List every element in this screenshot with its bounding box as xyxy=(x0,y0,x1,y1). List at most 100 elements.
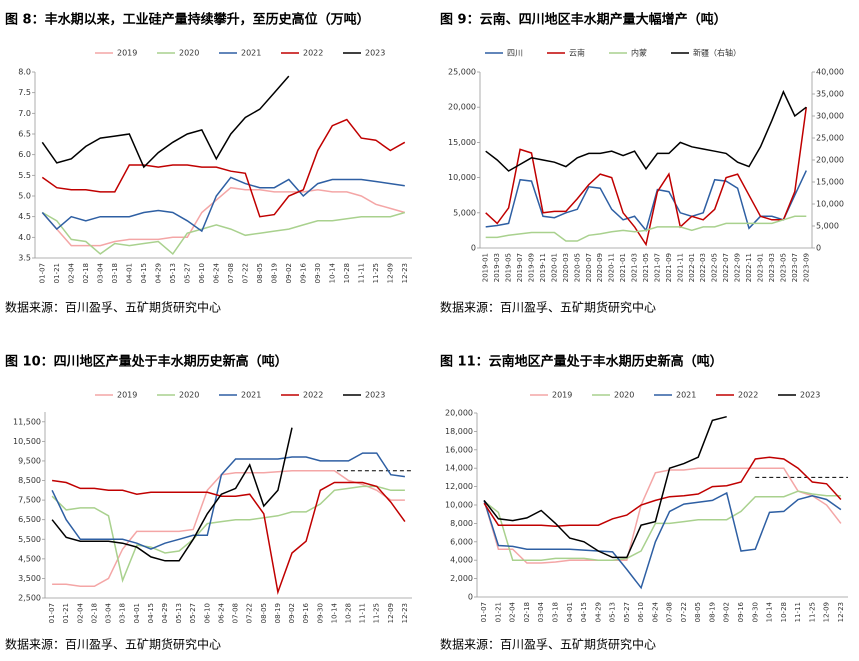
x-tick-label: 2022-07 xyxy=(722,253,730,282)
x-tick-label: 08-19 xyxy=(270,263,278,283)
x-tick-label: 02-18 xyxy=(523,602,531,622)
legend-label: 2019 xyxy=(117,49,137,58)
legend-label: 新疆（右轴） xyxy=(693,48,741,58)
x-tick-label: 04-15 xyxy=(140,263,148,283)
y-tick-label: 0 xyxy=(468,593,473,602)
x-tick-label: 2020-07 xyxy=(585,253,593,282)
x-tick-label: 01-21 xyxy=(494,602,502,622)
x-tick-label: 2019-07 xyxy=(516,253,524,282)
x-tick-label: 07-08 xyxy=(232,603,240,623)
series-line xyxy=(483,456,842,527)
x-tick-label: 10-28 xyxy=(343,263,351,283)
x-tick-label: 2019-05 xyxy=(505,253,513,282)
x-tick-label: 09-16 xyxy=(299,262,307,283)
x-tick-label: 06-24 xyxy=(217,602,225,623)
series-line xyxy=(485,107,808,247)
source-note: 数据来源：百川盈孚、五矿期货研究中心 xyxy=(5,300,221,315)
chart-title: 图 10：四川地区产量处于丰水期历史新高（吨） xyxy=(5,354,288,370)
x-tick-label: 2019-01 xyxy=(482,253,490,282)
legend-label: 2023 xyxy=(800,391,820,400)
series-line xyxy=(483,490,841,561)
x-tick-label: 08-19 xyxy=(708,602,716,622)
x-tick-label: 10-28 xyxy=(344,603,352,623)
y-tick-label: 6,500 xyxy=(18,515,41,524)
x-tick-label: 02-04 xyxy=(76,602,84,623)
legend-label: 2019 xyxy=(552,391,572,400)
y-tick-label: 8,000 xyxy=(450,519,473,528)
x-tick-label: 2023-05 xyxy=(779,253,787,282)
x-tick-label: 02-04 xyxy=(509,601,517,622)
x-tick-label: 12-09 xyxy=(387,603,395,623)
x-tick-label: 08-05 xyxy=(694,602,702,622)
x-tick-label: 03-04 xyxy=(96,262,104,283)
x-tick-label: 2020-05 xyxy=(573,253,581,282)
chart-title: 图 11：云南地区产量处于丰水期历史新高（吨） xyxy=(440,354,723,370)
x-tick-label: 06-10 xyxy=(203,603,211,623)
y-tick-label: 2,500 xyxy=(18,594,41,603)
y-tick-label: 3.5 xyxy=(18,254,31,263)
x-tick-label: 08-05 xyxy=(260,603,268,623)
y2-tick-label: 5,000 xyxy=(816,222,839,231)
x-tick-label: 2021-03 xyxy=(631,253,639,282)
series-line xyxy=(483,467,842,564)
x-tick-label: 11-11 xyxy=(357,263,365,283)
x-tick-label: 04-15 xyxy=(147,603,155,623)
x-tick-label: 06-24 xyxy=(651,601,659,622)
x-tick-label: 05-13 xyxy=(175,603,183,623)
x-tick-label: 04-29 xyxy=(594,602,602,622)
x-tick-label: 06-24 xyxy=(212,262,220,283)
series-line xyxy=(41,75,290,169)
x-tick-label: 06-10 xyxy=(637,602,645,622)
legend-label: 2023 xyxy=(365,391,385,400)
legend-label: 云南 xyxy=(569,48,585,58)
x-tick-label: 2021-05 xyxy=(642,253,650,282)
source-note: 数据来源：百川盈孚、五矿期货研究中心 xyxy=(5,637,221,652)
x-tick-label: 02-04 xyxy=(67,262,75,283)
y2-tick-label: 20,000 xyxy=(816,156,844,165)
x-tick-label: 2019-09 xyxy=(528,253,536,282)
y-tick-label: 14,000 xyxy=(445,464,473,473)
x-tick-label: 01-07 xyxy=(38,263,46,283)
y-tick-label: 5,500 xyxy=(18,535,41,544)
x-tick-label: 12-09 xyxy=(823,602,831,622)
legend-label: 2021 xyxy=(241,49,261,58)
source-note: 数据来源：百川盈孚、五矿期货研究中心 xyxy=(440,300,656,315)
x-tick-label: 07-08 xyxy=(227,263,235,283)
y2-tick-label: 10,000 xyxy=(816,200,844,209)
legend-label: 四川 xyxy=(507,49,523,58)
x-tick-label: 11-11 xyxy=(794,602,802,622)
y-tick-label: 5,000 xyxy=(453,208,476,217)
y-tick-label: 20,000 xyxy=(445,409,473,418)
y-tick-label: 8,500 xyxy=(18,476,41,485)
x-tick-label: 2020-11 xyxy=(608,253,616,282)
series-line xyxy=(52,469,405,588)
y-tick-label: 3,500 xyxy=(18,574,41,583)
y-tick-label: 20,000 xyxy=(448,103,476,112)
y-tick-label: 11,500 xyxy=(13,417,41,426)
x-tick-label: 2021-07 xyxy=(653,253,661,282)
x-tick-label: 05-13 xyxy=(169,263,177,283)
x-tick-label: 12-23 xyxy=(401,603,409,623)
x-tick-label: 12-09 xyxy=(386,263,394,283)
chart-title: 图 8：丰水期以来，工业硅产量持续攀升，至历史高位（万吨） xyxy=(5,12,370,28)
y2-tick-label: 25,000 xyxy=(816,134,844,143)
y-tick-label: 18,000 xyxy=(445,427,473,436)
x-tick-label: 04-29 xyxy=(154,263,162,283)
x-tick-label: 2019-03 xyxy=(493,253,501,282)
x-tick-label: 01-21 xyxy=(53,263,61,283)
y-tick-label: 9,500 xyxy=(18,456,41,465)
series-line xyxy=(41,176,405,233)
x-tick-label: 02-18 xyxy=(90,603,98,623)
legend-label: 2022 xyxy=(303,49,323,58)
x-tick-label: 2020-03 xyxy=(562,253,570,282)
legend-label: 2020 xyxy=(614,391,634,400)
x-tick-label: 01-07 xyxy=(480,602,488,622)
y-tick-label: 10,000 xyxy=(448,173,476,182)
series-line xyxy=(485,170,807,233)
x-tick-label: 12-23 xyxy=(401,263,409,283)
legend-label: 2022 xyxy=(738,391,758,400)
x-tick-label: 11-11 xyxy=(359,603,367,623)
x-tick-label: 2023-01 xyxy=(756,253,764,282)
x-tick-label: 2020-09 xyxy=(596,253,604,282)
x-tick-label: 2023-09 xyxy=(802,253,810,282)
